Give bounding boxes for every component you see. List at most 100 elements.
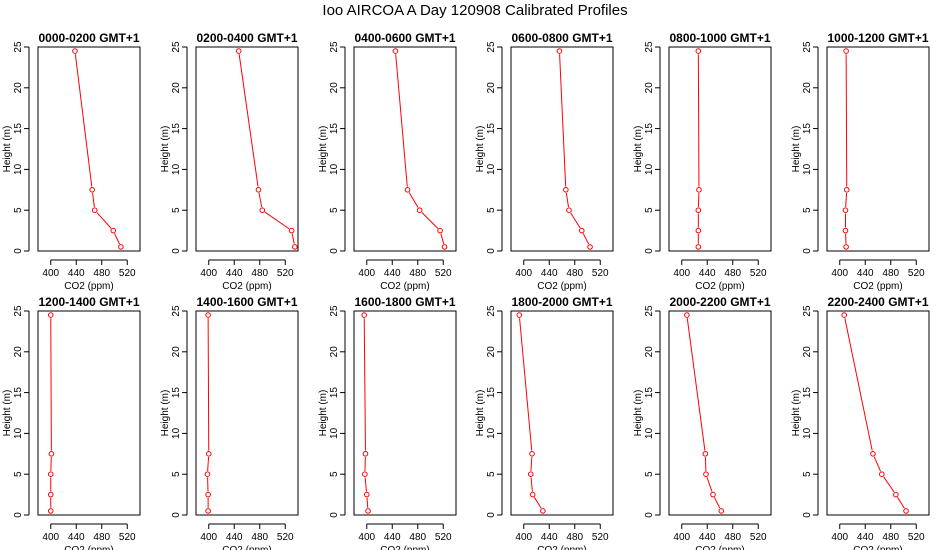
y-tick-label: 5 [171, 207, 182, 213]
y-tick-label: 20 [13, 346, 24, 358]
y-tick-label: 15 [329, 123, 340, 135]
y-tick-label: 20 [486, 346, 497, 358]
profile-line-segment [845, 192, 848, 208]
data-point [292, 244, 298, 250]
y-axis-label: Height (m) [791, 390, 802, 437]
data-point [255, 187, 262, 193]
data-point [361, 312, 368, 318]
x-axis-label: CO2 (ppm) [853, 545, 902, 550]
plot-frame [510, 310, 614, 516]
y-tick-label: 25 [644, 41, 655, 53]
plot-panel: 400 440 480 520 0 5 10 15 20 25 CO2 (ppm) Height (m… [633, 295, 772, 550]
x-tick-label: 440 [541, 268, 558, 279]
plot-title: 2000-2200 GMT+1 [669, 295, 770, 309]
plot-panel: 400 440 480 520 0 5 10 15 20 25 CO2 (ppm) Height (m… [318, 31, 457, 292]
data-point [695, 48, 702, 54]
profile-line-segment [873, 456, 882, 472]
y-tick-label: 20 [13, 82, 24, 94]
y-tick-label: 20 [802, 82, 813, 94]
data-point [879, 471, 885, 478]
y-tick-label: 0 [13, 248, 24, 254]
y-tick-label: 5 [644, 207, 655, 213]
profile-line-segment [559, 54, 567, 187]
plot-frame [195, 310, 299, 516]
profile-line-segment [291, 233, 295, 244]
y-tick-label: 15 [13, 123, 24, 135]
plot-title: 1800-2000 GMT+1 [511, 295, 612, 309]
y-tick-label: 10 [13, 427, 24, 439]
data-point [362, 451, 369, 457]
x-tick-label: 400 [200, 268, 217, 279]
y-tick-label: 15 [802, 387, 813, 399]
plot-title: 1200-1400 GMT+1 [38, 295, 139, 309]
data-point [563, 187, 569, 193]
y-axis-label: Height (m) [160, 126, 171, 173]
x-tick-label: 480 [409, 268, 426, 279]
y-tick-label: 5 [13, 207, 24, 213]
data-point [516, 312, 523, 318]
data-point [529, 491, 536, 498]
data-point [89, 187, 95, 193]
plot-frame [668, 310, 772, 516]
data-point [110, 227, 117, 234]
x-tick-label: 400 [673, 532, 690, 543]
y-axis-label: Height (m) [791, 126, 802, 173]
x-tick-label: 440 [699, 268, 716, 279]
y-axis-label: Height (m) [475, 126, 486, 173]
plot-title: 0600-0800 GMT+1 [511, 31, 612, 45]
data-point [540, 508, 546, 514]
plot-frame [37, 46, 141, 252]
x-tick-label: 400 [673, 268, 690, 279]
x-axis-label: CO2 (ppm) [695, 545, 744, 550]
profile-line-segment [264, 211, 290, 230]
data-point [843, 187, 850, 193]
x-tick-label: 480 [251, 268, 268, 279]
data-point [703, 471, 709, 478]
profile-line-segment [207, 318, 210, 451]
x-tick-label: 520 [119, 532, 136, 543]
x-tick-label: 440 [226, 268, 243, 279]
y-axis-label: Height (m) [160, 390, 171, 437]
data-point [205, 312, 211, 318]
y-tick-label: 10 [171, 427, 182, 439]
data-point [695, 207, 702, 213]
profile-line-segment [706, 477, 713, 492]
data-point [47, 508, 54, 514]
y-tick-label: 5 [644, 471, 655, 477]
y-tick-label: 10 [329, 163, 340, 175]
data-point [578, 227, 585, 234]
plot-frame [37, 310, 141, 516]
profile-line-segment [844, 318, 873, 451]
y-tick-label: 20 [644, 346, 655, 358]
data-point [718, 508, 725, 514]
y-tick-label: 25 [329, 305, 340, 317]
data-point [259, 207, 266, 213]
x-tick-label: 400 [515, 268, 532, 279]
x-tick-label: 480 [882, 532, 899, 543]
x-tick-label: 400 [831, 268, 848, 279]
y-tick-label: 0 [802, 512, 813, 518]
y-tick-label: 20 [802, 346, 813, 358]
x-tick-label: 520 [750, 532, 767, 543]
x-axis-label: CO2 (ppm) [537, 545, 586, 550]
y-tick-label: 25 [802, 305, 813, 317]
data-point [416, 207, 423, 213]
profile-line-segment [421, 212, 439, 229]
y-tick-label: 5 [329, 207, 340, 213]
profile-line-segment [570, 212, 581, 229]
plot-title: 0200-0400 GMT+1 [196, 31, 297, 45]
x-tick-label: 440 [699, 532, 716, 543]
data-point [91, 207, 98, 213]
profile-line-segment [582, 233, 590, 245]
y-axis-label: Height (m) [475, 390, 486, 437]
y-tick-label: 20 [644, 82, 655, 94]
y-tick-label: 0 [13, 512, 24, 518]
profile-line-segment [883, 476, 895, 493]
y-tick-label: 20 [329, 346, 340, 358]
data-point [702, 451, 709, 457]
plot-panel: 400 440 480 520 0 5 10 15 20 25 CO2 (ppm) Height (m… [2, 31, 141, 292]
y-tick-label: 10 [486, 427, 497, 439]
data-point [842, 227, 849, 234]
y-tick-label: 5 [171, 471, 182, 477]
profile-line-segment [364, 477, 367, 492]
